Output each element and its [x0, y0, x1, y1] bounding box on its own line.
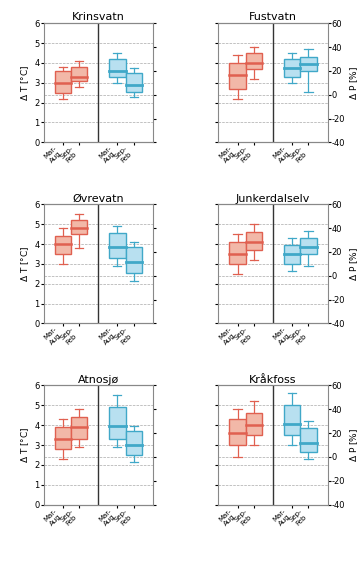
Bar — [284, 404, 300, 436]
Bar — [300, 238, 317, 255]
Bar — [71, 67, 87, 81]
Bar — [229, 242, 246, 264]
Bar — [246, 53, 262, 69]
Bar — [55, 71, 71, 93]
Bar — [284, 59, 300, 77]
Title: Fustvatn: Fustvatn — [249, 12, 297, 23]
Y-axis label: $\Delta$ T [°C]: $\Delta$ T [°C] — [20, 427, 31, 463]
Bar — [109, 407, 126, 439]
Bar — [229, 63, 246, 89]
Bar — [55, 427, 71, 449]
Title: Øvrevatn: Øvrevatn — [72, 194, 124, 204]
Bar — [246, 413, 262, 435]
Bar — [300, 57, 317, 71]
Bar — [246, 232, 262, 250]
Title: Krinsvatn: Krinsvatn — [72, 12, 125, 23]
Bar — [71, 417, 87, 439]
Bar — [55, 236, 71, 254]
Title: Kråkfoss: Kråkfoss — [249, 375, 297, 385]
Title: Junkerdalselv: Junkerdalselv — [236, 194, 310, 204]
Bar — [126, 247, 142, 273]
Y-axis label: $\Delta$ P [%]: $\Delta$ P [%] — [348, 66, 360, 100]
Bar — [300, 429, 317, 452]
Y-axis label: $\Delta$ P [%]: $\Delta$ P [%] — [348, 247, 360, 281]
Y-axis label: $\Delta$ T [°C]: $\Delta$ T [°C] — [20, 246, 31, 282]
Y-axis label: $\Delta$ T [°C]: $\Delta$ T [°C] — [20, 64, 31, 101]
Bar — [109, 59, 126, 77]
Bar — [229, 419, 246, 445]
Bar — [126, 73, 142, 92]
Bar — [109, 233, 126, 258]
Y-axis label: $\Delta$ P [%]: $\Delta$ P [%] — [348, 428, 360, 462]
Bar — [71, 220, 87, 234]
Bar — [284, 245, 300, 264]
Bar — [126, 431, 142, 455]
Title: Atnosjø: Atnosjø — [78, 375, 119, 385]
